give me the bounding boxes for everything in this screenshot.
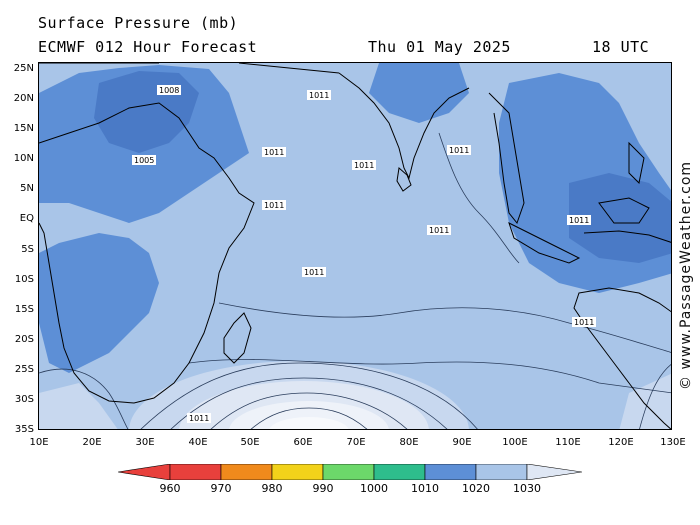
lon-label: 40E [188, 437, 208, 448]
lon-label: 110E [555, 437, 581, 448]
lat-label: 15N [13, 123, 34, 135]
colorbar-label: 990 [312, 482, 334, 495]
lat-label: 10S [14, 273, 34, 285]
colorbar-label: 1010 [411, 482, 439, 495]
isobar-label: 1011 [429, 226, 449, 235]
lon-label: 10E [29, 437, 49, 448]
colorbar-segment [220, 464, 273, 480]
isobar-label: 1005 [134, 156, 154, 165]
isobar-label: 1008 [159, 86, 179, 95]
site-watermark: © www.PassageWeather.com [678, 160, 694, 390]
colorbar-label: 1020 [462, 482, 490, 495]
lon-label: 30E [135, 437, 155, 448]
lon-label: 70E [346, 437, 366, 448]
colorbar-segment [169, 464, 222, 480]
isobar-label: 1011 [189, 414, 209, 423]
isobar-label: 1011 [264, 148, 284, 157]
isobar-label: 1011 [304, 268, 324, 277]
lon-label: 20E [82, 437, 102, 448]
isobars [39, 132, 671, 429]
colorbar-arrow-high [526, 464, 582, 480]
colorbar-label: 1000 [360, 482, 388, 495]
isobar-label: 1011 [264, 201, 284, 210]
lon-label: 50E [240, 437, 260, 448]
valid-date: Thu 01 May 2025 [368, 38, 511, 56]
valid-time: 18 UTC [592, 38, 650, 56]
lon-label: 130E [660, 437, 686, 448]
colorbar-label: 960 [159, 482, 181, 495]
lat-label: 30S [14, 393, 34, 405]
lat-label: 5N [20, 183, 34, 195]
forecast-model: ECMWF 012 Hour Forecast [38, 38, 258, 56]
lat-label: 10N [13, 153, 34, 165]
colorbar-segment [373, 464, 426, 480]
lon-label: 80E [399, 437, 419, 448]
map-title: Surface Pressure (mb) [38, 14, 239, 32]
lat-label: 25S [14, 363, 34, 375]
isobar-label: 1011 [569, 216, 589, 225]
colorbar-label: 970 [210, 482, 232, 495]
isobar-label: 1011 [449, 146, 469, 155]
lat-label: EQ [19, 213, 34, 225]
colorbar-arrow-low [118, 464, 171, 480]
lon-label: 90E [452, 437, 472, 448]
colorbar-segment [424, 464, 477, 480]
lon-label: 60E [293, 437, 313, 448]
high-pressure-cell [39, 361, 671, 429]
lat-label: 5S [21, 243, 34, 255]
lat-label: 15S [14, 303, 34, 315]
colorbar-segment [271, 464, 324, 480]
lon-label: 100E [502, 437, 528, 448]
isobar-labels: 1008 1011 1005 1011 1011 1011 1011 1011 … [132, 85, 596, 423]
colorbar-segment [475, 464, 528, 480]
colorbar-label: 980 [261, 482, 283, 495]
isobar-label: 1011 [354, 161, 374, 170]
isobar-label: 1011 [309, 91, 329, 100]
lat-label: 20N [13, 93, 34, 105]
pressure-map[interactable]: 1008 1011 1005 1011 1011 1011 1011 1011 … [38, 62, 672, 430]
colorbar-segment [322, 464, 375, 480]
colorbar-label: 1030 [513, 482, 541, 495]
lat-label: 25N [13, 63, 34, 74]
pressure-colorbar [118, 464, 582, 480]
isobar-label: 1011 [574, 318, 594, 327]
lat-label: 35S [14, 424, 34, 435]
pressure-map-canvas: 1008 1011 1005 1011 1011 1011 1011 1011 … [39, 63, 671, 429]
lat-label: 20S [14, 333, 34, 345]
lon-label: 120E [608, 437, 634, 448]
